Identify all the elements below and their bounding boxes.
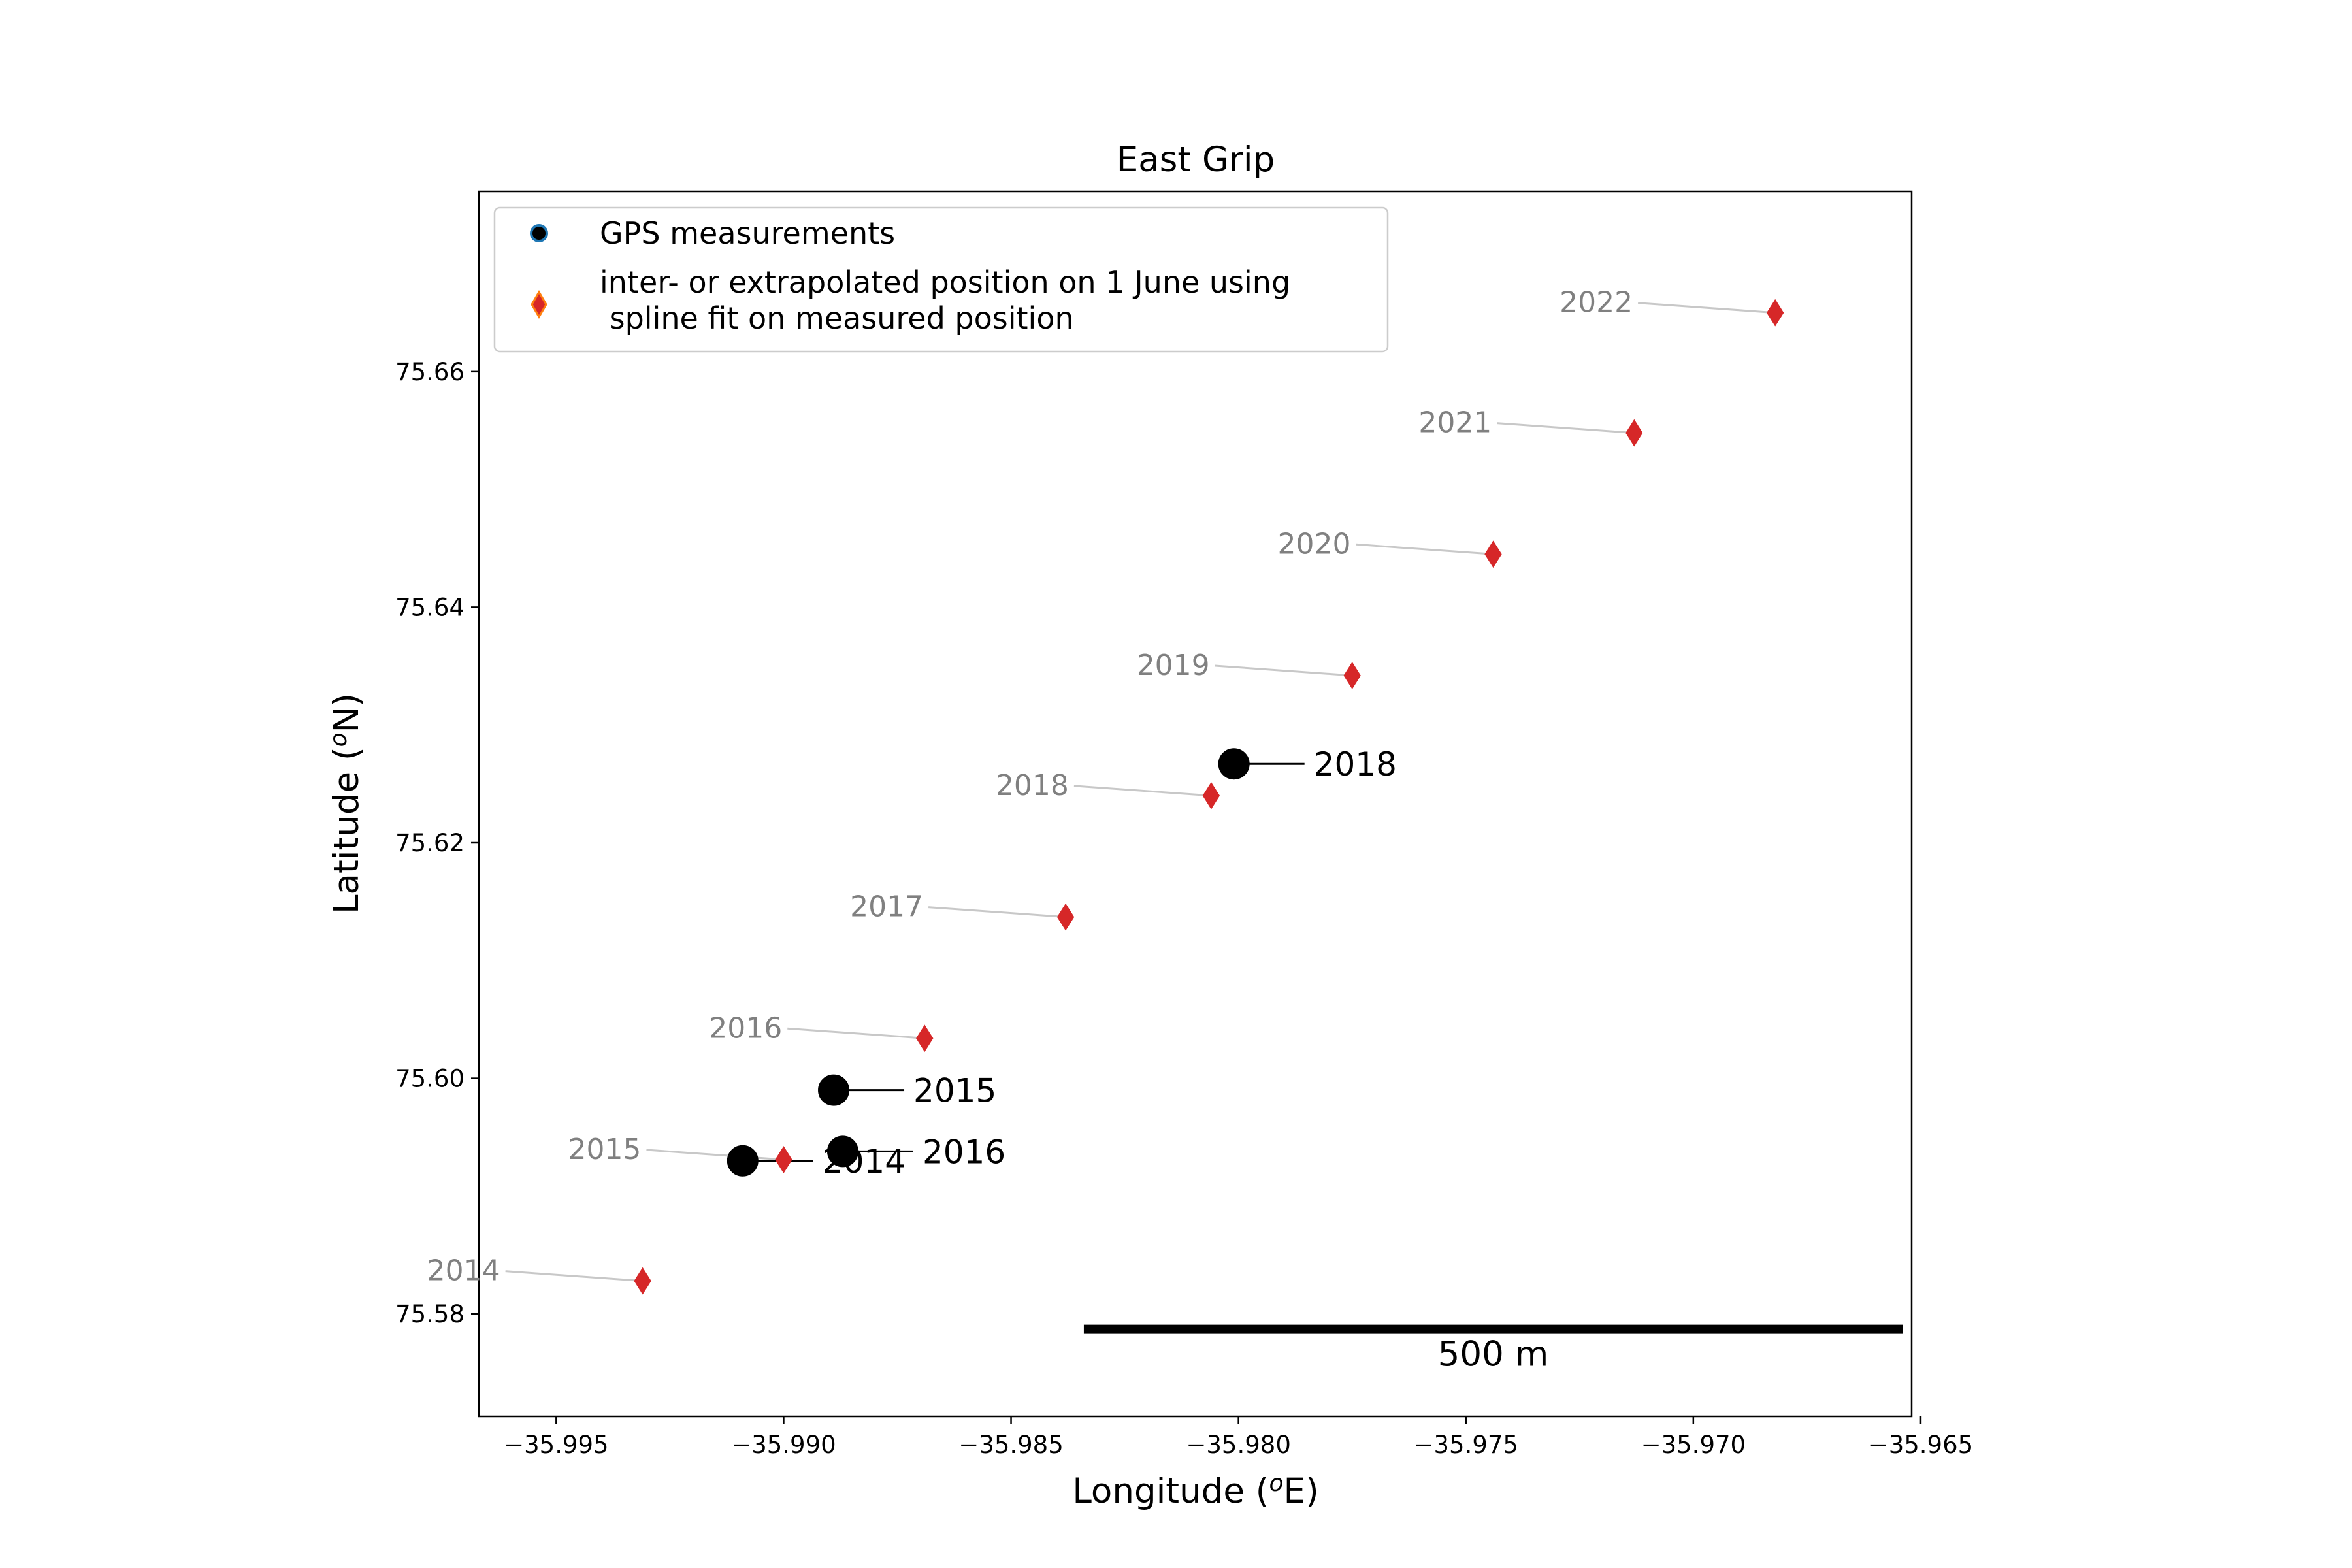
y-tick-label: 75.66 bbox=[395, 358, 465, 386]
interpolated-position-marker bbox=[1766, 299, 1784, 327]
legend-interp-label-line2: spline fit on measured position bbox=[600, 301, 1074, 336]
interpolated-year-label: 2015 bbox=[568, 1133, 641, 1166]
annotation-leader-line bbox=[928, 906, 1066, 919]
legend: GPS measurements inter- or extrapolated … bbox=[493, 206, 1389, 353]
annotation-leader-line bbox=[1638, 302, 1776, 314]
annotation-leader-line bbox=[1497, 422, 1635, 434]
interpolated-year-label: 2018 bbox=[996, 769, 1069, 802]
legend-interp-label-line1: inter- or extrapolated position on 1 Jun… bbox=[600, 265, 1290, 300]
x-tick-label: −35.975 bbox=[1413, 1431, 1518, 1459]
gps-measurements bbox=[727, 748, 1250, 1177]
annotation-leader-line bbox=[1215, 664, 1352, 677]
interpolated-position-marker bbox=[1625, 419, 1643, 447]
annotation-leader-line bbox=[1073, 785, 1211, 797]
interpolated-year-label: 2019 bbox=[1137, 649, 1210, 682]
y-axis-label: Latitude (oN) bbox=[325, 693, 367, 914]
interpolated-year-label: 2020 bbox=[1278, 527, 1351, 561]
interpolated-position-marker bbox=[916, 1024, 934, 1053]
gps-measurement-marker bbox=[818, 1074, 850, 1106]
x-axis-label: Longitude (oE) bbox=[1072, 1470, 1318, 1511]
interpolated-year-label: 2014 bbox=[427, 1254, 500, 1288]
annotation-leader-line bbox=[787, 1027, 925, 1039]
interpolated-year-label: 2016 bbox=[709, 1011, 782, 1045]
chart-title: East Grip bbox=[1117, 140, 1275, 180]
y-tick-label: 75.60 bbox=[395, 1065, 465, 1093]
gps-year-label: 2018 bbox=[1314, 745, 1397, 783]
annotation-lines bbox=[505, 302, 1776, 1282]
x-tick-label: −35.980 bbox=[1186, 1431, 1290, 1459]
gps-year-label: 2015 bbox=[913, 1072, 996, 1110]
legend-box bbox=[493, 206, 1389, 353]
annotation-leader-line bbox=[505, 1270, 643, 1282]
scale-bar-label: 500 m bbox=[1438, 1335, 1549, 1375]
y-tick-label: 75.64 bbox=[395, 593, 465, 621]
y-axis-ticks: 75.58 75.60 75.62 75.64 75.66 bbox=[395, 358, 479, 1328]
interpolated-position-marker bbox=[634, 1267, 651, 1295]
annotation-leader-line bbox=[1356, 543, 1494, 555]
legend-gps-marker bbox=[530, 224, 548, 242]
gps-year-label: 2016 bbox=[923, 1133, 1005, 1171]
y-tick-label: 75.62 bbox=[395, 829, 465, 857]
plot-area-frame bbox=[478, 190, 1913, 1418]
interpolated-position-marker bbox=[775, 1146, 792, 1173]
x-axis-ticks: −35.995 −35.990 −35.985 −35.980 −35.975 −35.9… bbox=[504, 1416, 1973, 1459]
interpolated-position-marker bbox=[1056, 903, 1075, 931]
x-tick-label: −35.970 bbox=[1641, 1431, 1746, 1459]
gps-measurement-marker bbox=[727, 1145, 759, 1177]
interpolated-year-label: 2017 bbox=[850, 890, 923, 924]
x-tick-label: −35.985 bbox=[958, 1431, 1063, 1459]
interpolated-year-label: 2022 bbox=[1560, 286, 1633, 319]
y-tick-label: 75.58 bbox=[395, 1300, 465, 1328]
x-tick-label: −35.990 bbox=[731, 1431, 836, 1459]
gps-measurement-marker bbox=[1218, 748, 1250, 780]
legend-gps-label: GPS measurements bbox=[600, 216, 895, 251]
interpolated-position-marker bbox=[1202, 782, 1220, 809]
x-tick-label: −35.965 bbox=[1869, 1431, 1973, 1459]
interpolated-position-marker bbox=[1343, 662, 1361, 689]
annotation-leader-line bbox=[646, 1149, 784, 1161]
annotation-labels: 2014201520162017201820192020202120222014… bbox=[427, 286, 1633, 1288]
legend-interp-marker bbox=[531, 290, 547, 319]
gps-year-label: 2014 bbox=[823, 1143, 906, 1181]
interpolated-positions bbox=[634, 299, 1784, 1295]
interpolated-year-label: 2021 bbox=[1418, 406, 1492, 440]
scale-bar: 500 m bbox=[1083, 1324, 1903, 1375]
interpolated-position-marker bbox=[1484, 540, 1502, 568]
gps-measurement-marker bbox=[826, 1135, 858, 1168]
x-tick-label: −35.995 bbox=[504, 1431, 608, 1459]
